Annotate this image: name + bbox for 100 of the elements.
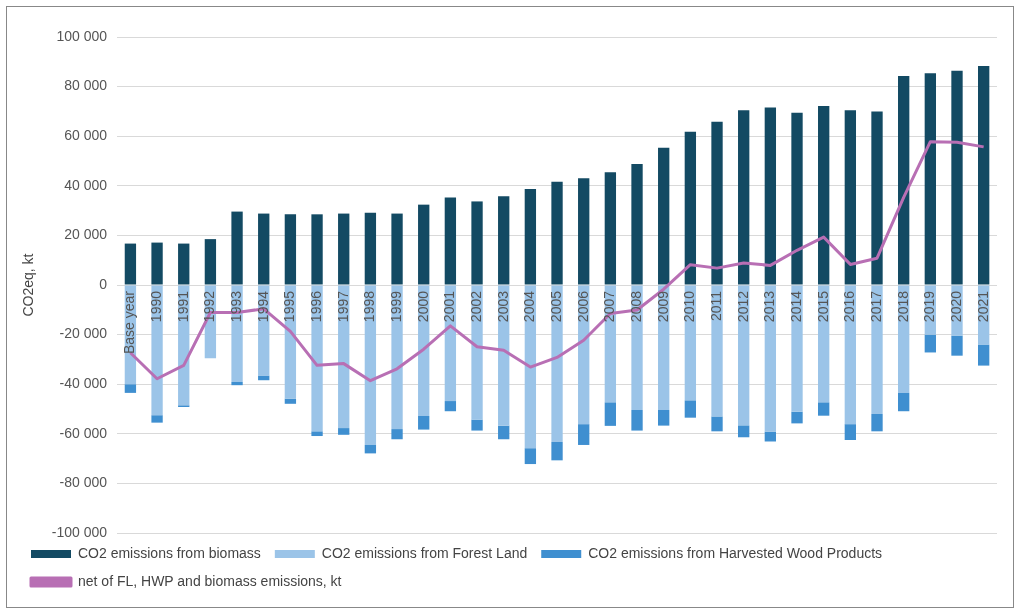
bar (471, 201, 483, 285)
y-tick-label: 100 000 (56, 27, 108, 44)
bar (284, 214, 297, 285)
y-tick-label: 40 000 (64, 176, 108, 193)
bar (124, 384, 137, 393)
bar (391, 285, 403, 430)
x-tick-label: 1992 (201, 290, 218, 323)
bar (364, 212, 377, 285)
y-tick-label: 60 000 (64, 127, 108, 144)
bar (818, 402, 830, 416)
x-tick-label: 2019 (921, 290, 938, 323)
bar (978, 344, 990, 366)
bar (924, 334, 937, 353)
bar (551, 181, 563, 285)
x-tick-label: 2003 (494, 290, 511, 323)
bar (978, 66, 990, 285)
bar (178, 243, 190, 285)
bar (711, 416, 723, 432)
bar (711, 121, 723, 285)
x-tick-label: 2008 (627, 290, 644, 323)
x-tick-label: 1999 (387, 290, 404, 323)
x-tick-label: 2018 (894, 290, 911, 323)
bar (578, 178, 590, 285)
bar (338, 428, 350, 435)
x-tick-label: 2021 (974, 290, 991, 323)
y-tick-label: -40 000 (59, 375, 108, 392)
y-tick-label: 80 000 (64, 77, 108, 94)
bar (738, 110, 750, 285)
bar (951, 335, 963, 356)
bar (364, 444, 377, 454)
bar (231, 381, 243, 386)
bar (444, 197, 457, 285)
bar (578, 424, 590, 445)
y-tick-label: 0 (99, 275, 108, 292)
bar (124, 243, 137, 285)
legend-label: net of FL, HWP and biomass emissions, kt (78, 572, 342, 589)
bar (684, 131, 697, 285)
x-tick-label: 2012 (734, 290, 751, 323)
x-tick-label: 2002 (467, 290, 484, 323)
bar (791, 411, 803, 424)
bar (631, 409, 643, 431)
x-tick-label: 2009 (654, 290, 671, 323)
y-tick-label: -100 000 (51, 523, 108, 540)
bar (604, 172, 617, 285)
bar (818, 105, 830, 285)
bar (311, 214, 323, 285)
bar (524, 189, 537, 285)
bar (338, 213, 350, 285)
x-tick-label: 2020 (947, 290, 964, 323)
bar (391, 213, 403, 285)
bar (418, 415, 430, 430)
bar (498, 425, 510, 440)
x-tick-label: 2010 (681, 290, 698, 323)
bar (391, 429, 403, 440)
x-tick-label: 2011 (707, 290, 724, 322)
x-tick-label: 2004 (521, 290, 538, 323)
x-tick-label: 1993 (227, 290, 244, 323)
bar (791, 112, 803, 285)
bar (524, 448, 537, 465)
bar (898, 75, 910, 285)
legend-label: CO2 emissions from biomass (78, 544, 261, 561)
x-tick-label: 2007 (601, 290, 618, 323)
x-tick-label: 1995 (281, 290, 298, 323)
bar (658, 409, 670, 426)
x-tick-label: 2015 (814, 290, 831, 323)
x-tick-label: Base year (121, 290, 138, 355)
bar (684, 400, 697, 418)
bar (764, 107, 777, 285)
x-tick-label: 2000 (414, 290, 431, 323)
x-tick-label: 1994 (254, 290, 271, 323)
x-tick-label: 2017 (867, 290, 884, 323)
bar (471, 419, 483, 431)
x-tick-label: 2016 (841, 290, 858, 323)
bar (444, 401, 457, 412)
bar (871, 111, 883, 285)
y-tick-label: -80 000 (59, 474, 108, 491)
x-tick-label: 2005 (547, 290, 564, 323)
bar (711, 285, 723, 417)
bar (284, 398, 297, 404)
bar (844, 424, 857, 440)
x-tick-label: 2014 (787, 290, 804, 323)
x-tick-label: 1997 (334, 290, 351, 323)
x-tick-label: 1998 (361, 290, 378, 323)
bar (311, 285, 323, 432)
bar (791, 285, 803, 412)
x-tick-label: 1996 (307, 290, 324, 323)
bar (231, 211, 243, 285)
x-tick-label: 1991 (174, 290, 191, 323)
legend-label: CO2 emissions from Harvested Wood Products (588, 544, 883, 561)
bar (258, 213, 270, 285)
bar (151, 242, 163, 285)
bar (898, 392, 910, 412)
bar (311, 431, 323, 437)
bar (844, 110, 857, 285)
y-axis-title: CO2eq, kt (20, 253, 37, 317)
legend-label: CO2 emissions from Forest Land (321, 544, 528, 561)
x-tick-label: 2001 (441, 290, 458, 323)
x-tick-label: 2013 (761, 290, 778, 323)
bar (551, 441, 563, 461)
y-tick-label: -60 000 (59, 424, 108, 441)
